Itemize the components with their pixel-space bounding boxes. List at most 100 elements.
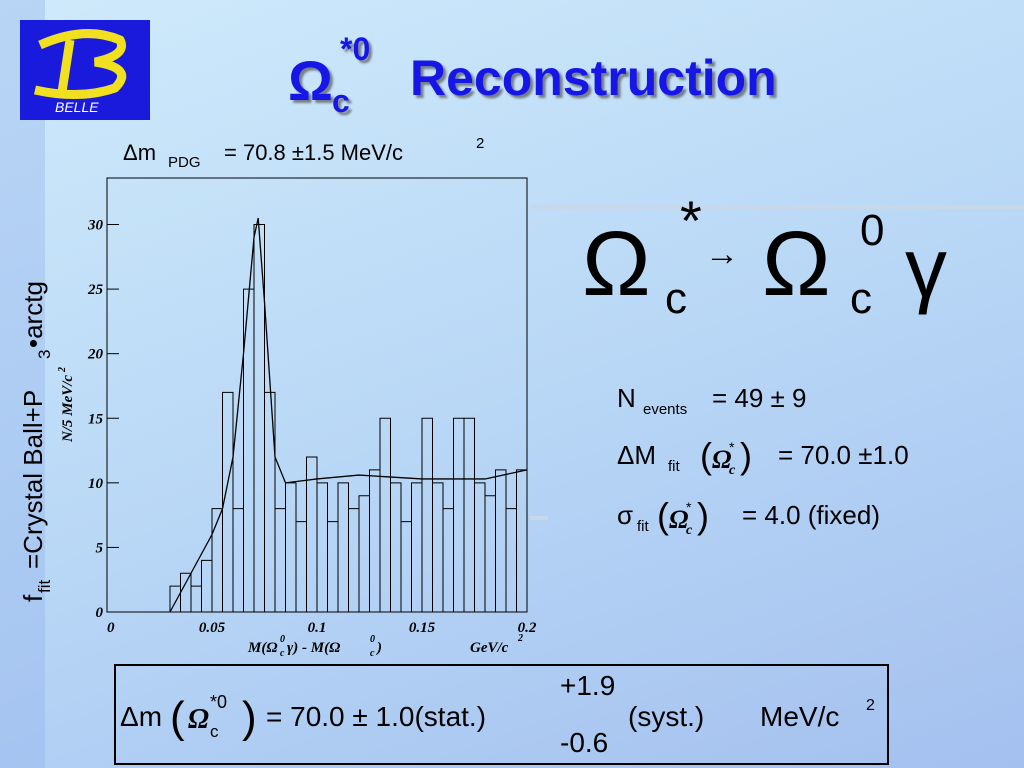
bar	[211, 508, 223, 612]
sigma-fit-sub: fit	[637, 518, 650, 535]
omega: Ω	[669, 505, 688, 534]
y-tick-label: 25	[87, 282, 104, 298]
x-label-sub: c	[370, 648, 375, 659]
box-unit-sup: 2	[866, 697, 875, 714]
fit-f: f	[18, 594, 48, 602]
omega-sub: c	[686, 523, 693, 538]
decay-sub: c	[665, 274, 687, 323]
omega-sup: *	[729, 439, 735, 455]
dm-fit: ΔM	[617, 440, 656, 470]
fit-function: f fit =Crystal Ball+P 3 •arctg	[18, 281, 54, 602]
bar	[495, 469, 507, 612]
x-label-sub: c	[280, 648, 285, 659]
dm-fit-sub: fit	[668, 458, 681, 475]
bar	[201, 559, 213, 612]
bar	[442, 508, 454, 612]
bar	[358, 495, 370, 612]
logo: BELLE	[20, 20, 150, 120]
fit-tail: •arctg	[18, 281, 48, 348]
bar	[432, 482, 444, 612]
x-label-sup: 0	[370, 634, 375, 645]
y-tick-label: 20	[87, 347, 104, 363]
bar	[390, 482, 402, 612]
y-tick-label: 30	[87, 218, 104, 234]
bar	[285, 482, 297, 612]
title: Ω c *0 Reconstruction	[288, 31, 777, 119]
title-omega: Ω	[288, 49, 333, 112]
bar	[274, 508, 286, 612]
pdg-text: = 70.8 ±1.5 MeV/c	[224, 140, 403, 165]
sigma-fit-text: = 4.0 (fixed)	[742, 500, 880, 530]
n-events-text: = 49 ± 9	[712, 383, 807, 413]
pdg-sub: PDG	[168, 154, 201, 171]
n-events: N	[617, 383, 636, 413]
bar	[222, 391, 234, 612]
y-tick-label: 10	[88, 476, 104, 492]
bar	[421, 417, 433, 612]
x-label: )	[375, 640, 382, 656]
bar	[453, 417, 465, 612]
x-tick-label: 0.2	[518, 620, 537, 636]
y-label-text: N/5 MeV/c	[60, 375, 76, 443]
bar	[516, 469, 528, 612]
y-tick-label: 0	[96, 605, 104, 621]
bar	[337, 482, 349, 612]
bar	[180, 572, 192, 612]
logo-b	[34, 29, 127, 99]
box-syst-down: -0.6	[560, 727, 608, 758]
omega-sup: *0	[210, 692, 227, 712]
box-unit: MeV/c	[760, 701, 839, 732]
bar	[369, 469, 381, 612]
dm-fit-text: = 70.0 ±1.0	[778, 440, 909, 470]
paren: (	[657, 495, 669, 536]
x-tick-label: 0.05	[199, 620, 226, 636]
bar	[484, 495, 496, 612]
fit-curve	[169, 217, 528, 613]
fit-p-sub: 3	[35, 350, 54, 359]
x-unit: GeV/c	[470, 640, 509, 656]
bar	[264, 391, 276, 612]
paren: )	[697, 495, 709, 536]
title-sub: c	[332, 83, 350, 119]
bar	[316, 482, 328, 612]
bar	[400, 521, 412, 612]
result-box	[114, 664, 889, 765]
bar	[232, 508, 244, 612]
sigma-fit: σ	[617, 500, 633, 530]
omega-sub: c	[210, 722, 219, 741]
paren: )	[740, 435, 752, 476]
title-sup: *0	[340, 31, 370, 67]
omega: Ω	[712, 445, 731, 474]
box-syst-up: +1.9	[560, 670, 615, 701]
decay-arrow: →	[705, 235, 739, 273]
pdg-sup: 2	[476, 135, 484, 152]
title-text: Reconstruction	[410, 50, 777, 106]
y-tick-label: 5	[96, 540, 104, 556]
y-tick-label: 15	[88, 411, 104, 427]
x-unit-sup: 2	[517, 633, 523, 644]
decay-sub: c	[850, 274, 872, 323]
decay-omega: Ω	[762, 213, 831, 315]
decay-sup: 0	[860, 206, 884, 255]
bar	[411, 482, 423, 612]
x-tick-label: 0.1	[308, 620, 327, 636]
box-syst: (syst.)	[628, 701, 704, 732]
box-dm: Δm	[120, 701, 162, 732]
x-tick-label: 0	[107, 620, 115, 636]
paren: (	[170, 693, 185, 742]
bar	[474, 482, 486, 612]
decay-sup: *	[680, 189, 702, 252]
fit-text: =Crystal Ball+P	[18, 390, 48, 569]
y-label: N/5 MeV/c 2	[57, 367, 76, 443]
omega-sub: c	[729, 463, 736, 478]
histogram-chart: M(Ω c 0 γ) - M(Ω c 0 ) GeV/c 2 N/5 MeV/c…	[57, 177, 537, 659]
y-label-sup: 2	[57, 367, 68, 373]
bar	[295, 521, 307, 612]
paren: )	[242, 693, 257, 742]
n-events-sub: events	[643, 401, 687, 418]
omega-sup: *	[686, 499, 692, 515]
box-stat: = 70.0 ± 1.0(stat.)	[266, 701, 486, 732]
bar	[327, 521, 339, 612]
x-label: γ) - M(Ω	[287, 640, 340, 656]
